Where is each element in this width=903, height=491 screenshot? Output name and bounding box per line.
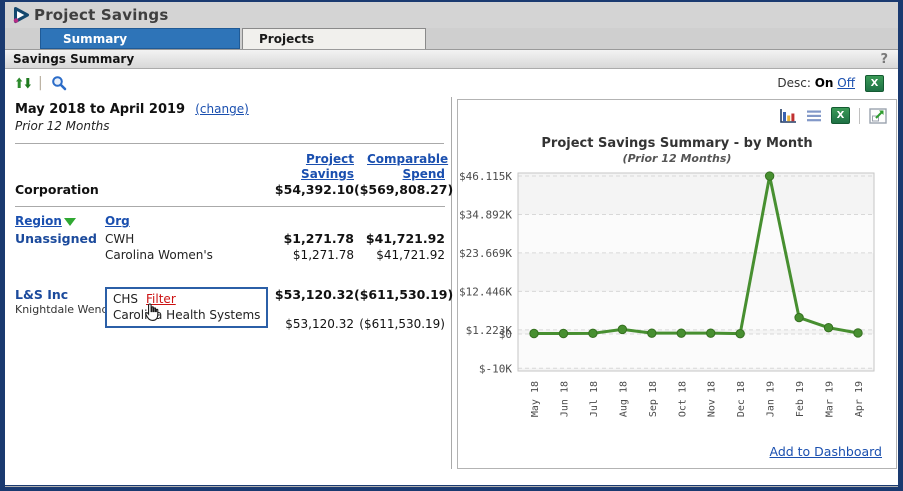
row-comparable-spend: $41,721.92 — [365, 231, 445, 246]
table-row-region: L&S Inc Knightdale Wend.. — [15, 287, 116, 331]
row-project-savings: $1,271.78 — [283, 231, 354, 246]
org-hover-box: CHS Filter Carolina Health Systems — [105, 287, 269, 328]
tab-summary[interactable]: Summary — [40, 28, 240, 49]
export-excel-icon[interactable]: X — [865, 74, 884, 92]
svg-text:Apr 19: Apr 19 — [854, 381, 865, 417]
row-detail-project-savings: $53,120.32 — [285, 317, 354, 331]
row-detail-comparable-spend: $41,721.92 — [376, 248, 445, 262]
row-detail-project-savings: $1,271.78 — [292, 248, 354, 262]
tab-projects[interactable]: Projects — [242, 28, 426, 49]
svg-text:$1.223K: $1.223K — [466, 324, 513, 337]
table-row-org: CWH Carolina Women's — [105, 231, 251, 263]
org-code[interactable]: CHS — [113, 292, 139, 306]
chart-title: Project Savings Summary - by Month — [541, 136, 813, 151]
filter-link[interactable]: Filter — [146, 292, 176, 306]
cursor-hand-icon — [141, 302, 161, 322]
section-header: Savings Summary ? — [5, 49, 898, 69]
app-logo-icon — [12, 6, 30, 24]
change-date-link[interactable]: (change) — [195, 102, 249, 116]
desc-on: On — [814, 76, 834, 90]
svg-text:Jan 19: Jan 19 — [766, 381, 777, 417]
region-sub-label: Knightdale Wend.. — [15, 303, 116, 316]
row-detail-comparable-spend: ($611,530.19) — [359, 317, 445, 331]
org-name: Carolina Health Systems — [113, 308, 261, 322]
section-title: Savings Summary — [13, 52, 135, 66]
savings-table-panel: May 2018 to April 2019 (change) Prior 12… — [5, 97, 454, 469]
corporation-project-savings: $54,392.10 — [274, 182, 354, 197]
svg-text:$12.446K: $12.446K — [459, 285, 512, 298]
help-icon[interactable]: ? — [880, 51, 888, 67]
svg-text:Jun 18: Jun 18 — [559, 381, 570, 417]
svg-text:Oct 18: Oct 18 — [677, 381, 688, 417]
svg-text:Mar 19: Mar 19 — [825, 381, 836, 417]
divider — [15, 143, 444, 144]
col-header-region[interactable]: Region — [15, 214, 105, 228]
period-note: Prior 12 Months — [15, 119, 110, 133]
svg-text:$46.115K: $46.115K — [459, 170, 512, 183]
savings-chart: $46.115K$34.892K$23.669K$12.446K$1.223K$… — [459, 170, 875, 417]
savings-table: Project Savings Comparable Spend Corpora… — [15, 152, 454, 331]
col-header-project-savings[interactable]: Project Savings — [301, 152, 354, 181]
divider — [859, 107, 860, 124]
svg-text:Nov 18: Nov 18 — [707, 381, 718, 417]
table-row-org: CHS Filter Carolina Health Systems — [105, 287, 269, 331]
region-link[interactable]: L&S Inc — [15, 287, 69, 302]
desc-off-link[interactable]: Off — [837, 76, 855, 90]
search-icon[interactable] — [51, 75, 67, 91]
sort-desc-icon — [63, 217, 76, 226]
add-to-dashboard-link[interactable]: Add to Dashboard — [769, 444, 882, 459]
svg-text:Sep 18: Sep 18 — [648, 381, 659, 417]
date-range: May 2018 to April 2019 — [15, 102, 186, 117]
svg-text:Feb 19: Feb 19 — [795, 381, 806, 417]
chart-type-icon[interactable] — [779, 108, 797, 124]
chart-export-excel-icon[interactable]: X — [831, 107, 850, 124]
svg-text:$23.669K: $23.669K — [459, 247, 512, 260]
tab-strip: Summary Projects — [5, 28, 898, 49]
toolbar-separator: | — [38, 75, 43, 91]
toolbar: | Desc: On Off X — [5, 69, 898, 97]
col-header-comparable-spend[interactable]: Comparable Spend — [367, 152, 449, 181]
table-row-region[interactable]: Unassigned — [15, 231, 97, 246]
chart-panel: X Project Savings Summary - by Month (Pr… — [457, 99, 897, 469]
svg-text:May 18: May 18 — [530, 381, 541, 417]
corporation-label: Corporation — [15, 182, 99, 197]
refresh-icon[interactable] — [15, 75, 32, 91]
row-comparable-spend: ($611,530.19) — [354, 287, 454, 302]
org-name: Carolina Women's — [105, 248, 213, 262]
col-header-org[interactable]: Org — [105, 214, 130, 228]
svg-text:$-10K: $-10K — [479, 362, 512, 375]
desc-label: Desc: — [777, 76, 811, 90]
row-project-savings: $53,120.32 — [274, 287, 354, 302]
chart-subtitle: (Prior 12 Months) — [622, 152, 732, 165]
chart-toolbar: X — [779, 107, 887, 124]
svg-text:Jul 18: Jul 18 — [589, 381, 600, 417]
divider — [15, 206, 445, 207]
desc-toggle: Desc: On Off — [777, 76, 855, 90]
corporation-comparable-spend: ($569,808.27) — [354, 182, 454, 197]
divider — [5, 486, 898, 487]
bottom-strip — [5, 472, 898, 486]
svg-text:$34.892K: $34.892K — [459, 208, 512, 221]
page-title: Project Savings — [34, 6, 169, 24]
svg-text:Dec 18: Dec 18 — [736, 381, 747, 417]
main-area: May 2018 to April 2019 (change) Prior 12… — [5, 97, 898, 472]
title-bar: Project Savings — [5, 2, 898, 28]
org-code[interactable]: CWH — [105, 232, 135, 246]
popout-icon[interactable] — [869, 107, 887, 124]
svg-text:Aug 18: Aug 18 — [618, 381, 629, 417]
svg-text:$0: $0 — [499, 328, 512, 341]
data-table-icon[interactable] — [806, 109, 822, 123]
